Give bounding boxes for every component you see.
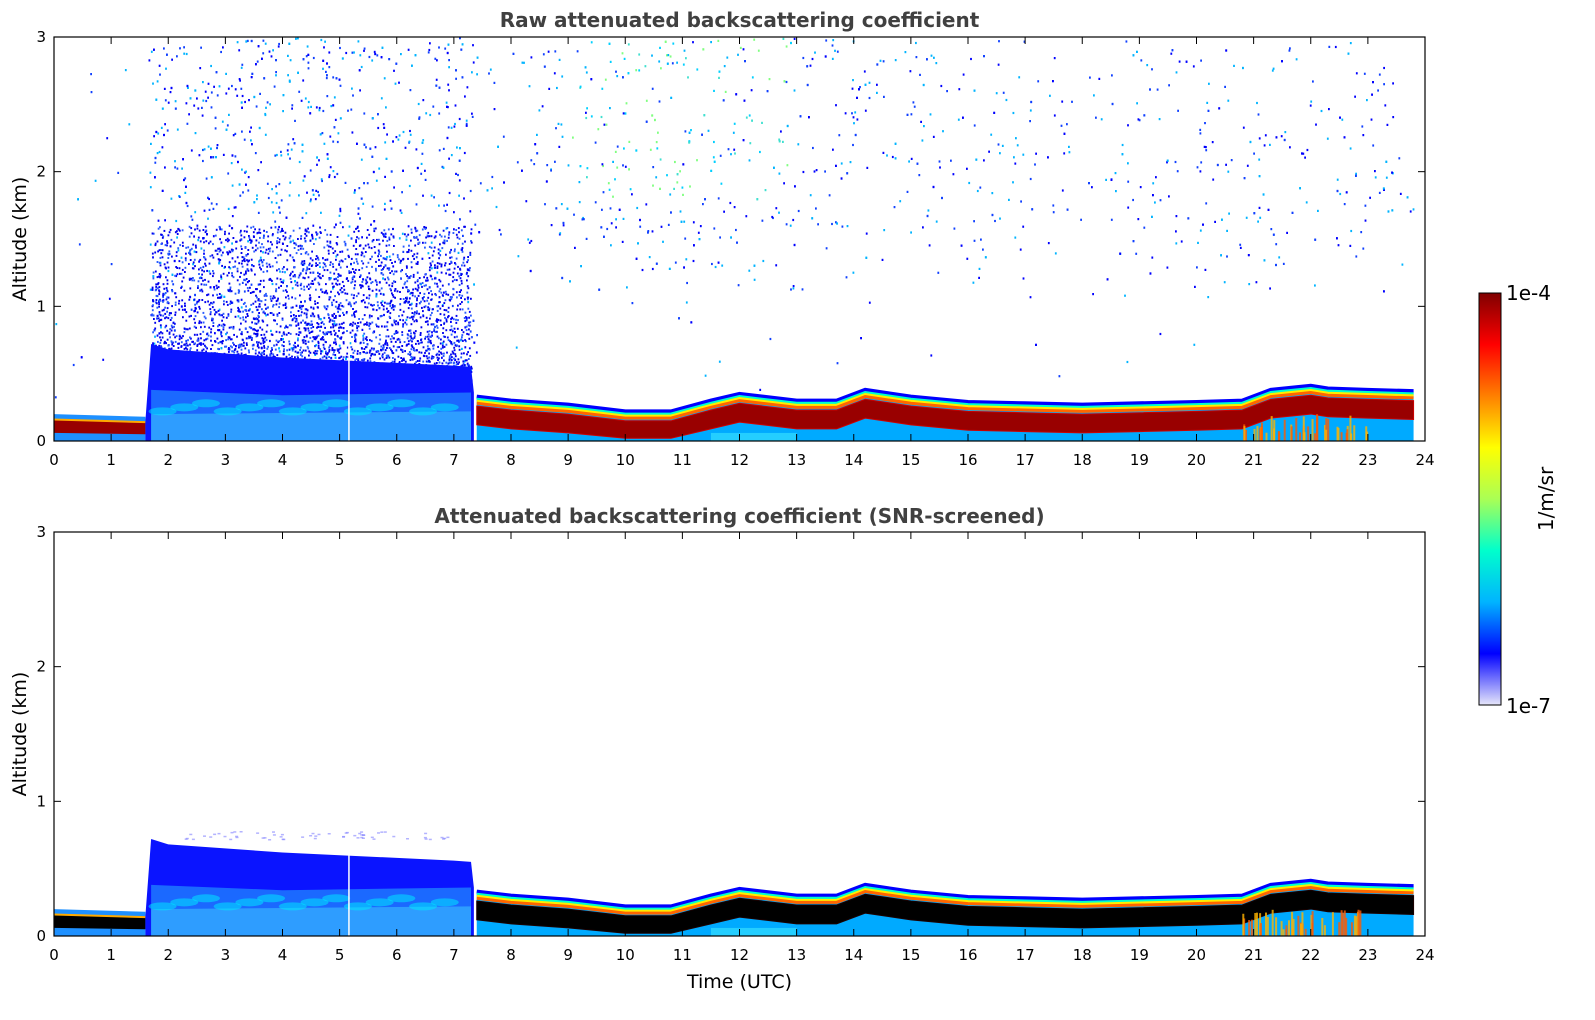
x-tick-label: 23 [1358, 451, 1377, 469]
data-gap [839, 835, 841, 936]
panel-raw-y-axis-label: Altitude (km) [9, 177, 31, 302]
panel-screened-x-axis-label: Time (UTC) [686, 971, 792, 993]
x-tick-label: 7 [449, 946, 459, 964]
x-tick-label: 16 [958, 946, 977, 964]
x-tick-label: 19 [1130, 946, 1149, 964]
x-tick-label: 3 [221, 451, 231, 469]
x-tick-label: 21 [1244, 451, 1263, 469]
x-tick-label: 14 [844, 451, 863, 469]
x-tick-label: 2 [163, 946, 173, 964]
data-gap [1130, 340, 1133, 441]
panel-raw-y-axis: 0 1 2 3 [36, 28, 1425, 450]
panel-screened-y-axis-label: Altitude (km) [9, 672, 31, 797]
panel-screened-x-axis: 0 1 2 3 4 5 6 7 8 9 10 11 12 13 14 15 16 17 18 19 20 21 22 23 24 [49, 532, 1435, 964]
boundary-layer [476, 383, 1415, 441]
x-tick-label: 13 [787, 946, 806, 964]
x-tick-label: 20 [1187, 946, 1206, 964]
y-tick-label: 1 [36, 792, 46, 810]
x-tick-label: 6 [392, 946, 402, 964]
surface-layer [54, 414, 146, 441]
x-tick-label: 19 [1130, 451, 1149, 469]
x-tick-label: 21 [1244, 946, 1263, 964]
panel-screened-plot-area [54, 831, 1415, 936]
colorbar-min-label: 1e-7 [1506, 694, 1551, 718]
x-tick-label: 24 [1415, 946, 1434, 964]
x-tick-label: 10 [616, 451, 635, 469]
x-tick-label: 8 [506, 946, 516, 964]
x-tick-label: 22 [1301, 451, 1320, 469]
aerosol-layer [145, 344, 474, 441]
x-tick-label: 12 [730, 946, 749, 964]
y-tick-label: 0 [36, 927, 46, 945]
y-tick-label: 2 [36, 658, 46, 676]
x-tick-label: 13 [787, 451, 806, 469]
x-tick-label: 20 [1187, 451, 1206, 469]
x-tick-label: 5 [335, 451, 345, 469]
y-tick-label: 0 [36, 432, 46, 450]
y-tick-label: 2 [36, 163, 46, 181]
x-tick-label: 1 [106, 451, 116, 469]
x-tick-label: 22 [1301, 946, 1320, 964]
surface-layer [54, 909, 146, 936]
x-tick-label: 14 [844, 946, 863, 964]
x-tick-label: 7 [449, 451, 459, 469]
panel-raw-x-axis: 0 1 2 3 4 5 6 7 8 9 10 11 12 13 14 15 16 17 18 19 20 21 22 23 24 [49, 37, 1435, 469]
x-tick-label: 12 [730, 451, 749, 469]
x-tick-label: 3 [221, 946, 231, 964]
aerosol-layer [145, 839, 474, 936]
x-tick-label: 9 [563, 946, 573, 964]
panel-screened: Attenuated backscattering coefficient (S… [9, 504, 1435, 993]
x-tick-label: 1 [106, 946, 116, 964]
panel-raw-plot-area [54, 37, 1415, 441]
x-tick-label: 23 [1358, 946, 1377, 964]
data-gap [348, 835, 350, 936]
x-tick-label: 18 [1073, 451, 1092, 469]
speckle-field [184, 831, 450, 841]
panel-raw-title: Raw attenuated backscattering coefficien… [500, 8, 980, 32]
x-tick-label: 17 [1016, 451, 1035, 469]
x-tick-label: 5 [335, 946, 345, 964]
y-tick-label: 3 [36, 523, 46, 541]
x-tick-label: 24 [1415, 451, 1434, 469]
panel-screened-title: Attenuated backscattering coefficient (S… [434, 504, 1044, 528]
colorbar: 1e-4 1e-7 1/m/sr [1478, 281, 1558, 718]
y-tick-label: 3 [36, 28, 46, 46]
x-tick-label: 9 [563, 451, 573, 469]
panel-screened-y-axis: 0 1 2 3 [36, 523, 1425, 945]
x-tick-label: 17 [1016, 946, 1035, 964]
x-tick-label: 11 [673, 946, 692, 964]
boundary-layer [476, 878, 1415, 936]
x-tick-label: 6 [392, 451, 402, 469]
data-gap [348, 340, 350, 441]
colorbar-gradient [1478, 292, 1502, 706]
x-tick-label: 16 [958, 451, 977, 469]
x-tick-label: 15 [901, 946, 920, 964]
x-tick-label: 4 [278, 451, 288, 469]
x-tick-label: 18 [1073, 946, 1092, 964]
x-tick-label: 0 [49, 451, 59, 469]
x-tick-label: 10 [616, 946, 635, 964]
x-tick-label: 8 [506, 451, 516, 469]
x-tick-label: 2 [163, 451, 173, 469]
colorbar-max-label: 1e-4 [1506, 281, 1551, 305]
colorbar-unit-label: 1/m/sr [1534, 466, 1558, 531]
x-tick-label: 11 [673, 451, 692, 469]
data-gap [839, 340, 841, 441]
x-tick-label: 0 [49, 946, 59, 964]
panel-raw: Raw attenuated backscattering coefficien… [9, 8, 1435, 469]
y-tick-label: 1 [36, 297, 46, 315]
x-tick-label: 15 [901, 451, 920, 469]
data-gap [1130, 835, 1133, 936]
x-tick-label: 4 [278, 946, 288, 964]
